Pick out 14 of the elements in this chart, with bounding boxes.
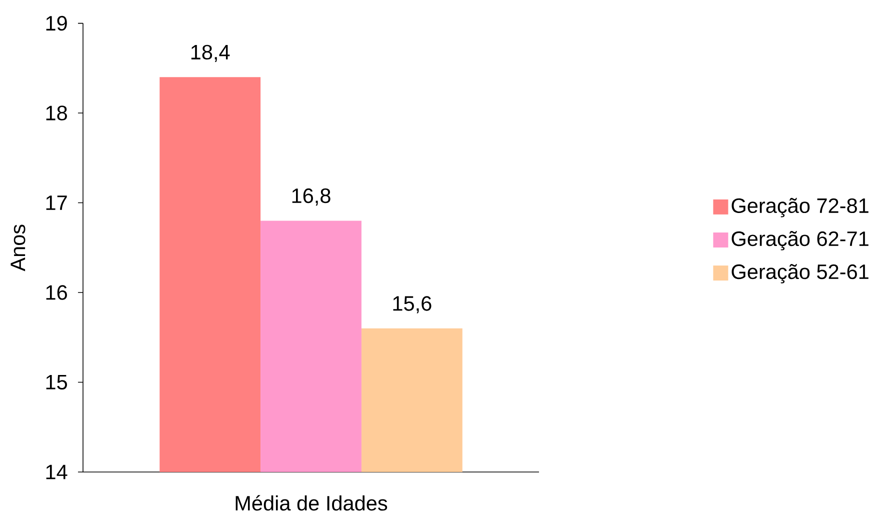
y-tick-label: 17 [46, 196, 67, 210]
data-label: 15,6 [393, 296, 432, 314]
legend-label: Geração 62-71 [732, 230, 868, 250]
y-tick-label: 14 [46, 464, 68, 480]
y-tick-label: 18 [46, 106, 67, 120]
legend-label: Geração 72-81 [732, 198, 868, 218]
x-tick-label: Média de Idades [236, 495, 388, 511]
y-axis-title: Anos [10, 224, 26, 272]
legend-label: Geração 52-61 [732, 264, 868, 284]
y-tick-label: 16 [46, 285, 67, 300]
y-tick-label: 19 [46, 16, 67, 31]
y-tick-label: 15 [46, 374, 67, 390]
data-label: 16,8 [292, 188, 330, 206]
data-label: 18,4 [191, 44, 230, 62]
